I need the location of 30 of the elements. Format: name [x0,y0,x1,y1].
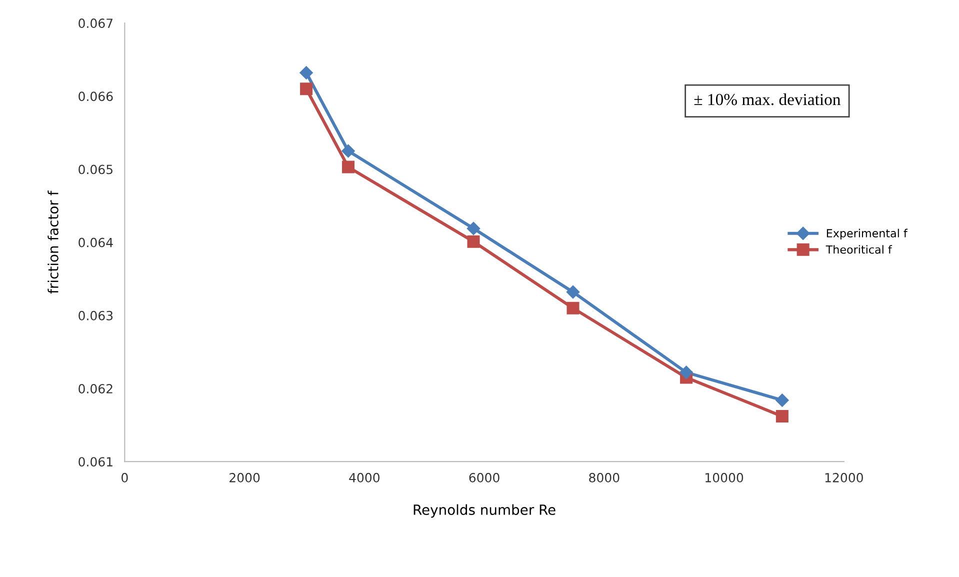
y-axis-title: friction factor f [48,190,58,294]
point [566,285,580,299]
x-tick-label: 0 [122,472,128,482]
annotation: ± 10% max. deviation [694,93,840,106]
x-tick-label: 8000 [589,472,620,482]
point [776,394,789,407]
x-tick-label: 2000 [230,472,260,482]
legend-label: Theoritical f [826,245,892,254]
point [566,302,580,314]
y-tick-label: 0.062 [78,384,112,394]
x-axis-title: Reynolds number Re [414,504,556,518]
x-tick-label: 12000 [825,472,863,482]
x-tick-label: 10000 [706,472,744,482]
x-tick-label: 4000 [349,472,380,482]
point [467,235,480,248]
point [680,366,693,380]
y-tick-label: 0.064 [78,238,113,248]
y-tick-label: 0.066 [78,92,113,102]
y-tick-label: 0.067 [78,18,112,28]
point [342,144,355,158]
point [300,82,313,96]
y-tick-label: 0.063 [78,310,113,320]
point [776,410,788,423]
point [300,66,313,80]
point [466,222,480,236]
point [342,160,354,174]
y-tick-label: 0.061 [78,457,112,467]
y-tick-label: 0.065 [78,164,112,174]
legend-label: Experimental f [826,228,908,240]
x-tick-label: 6000 [469,472,500,482]
